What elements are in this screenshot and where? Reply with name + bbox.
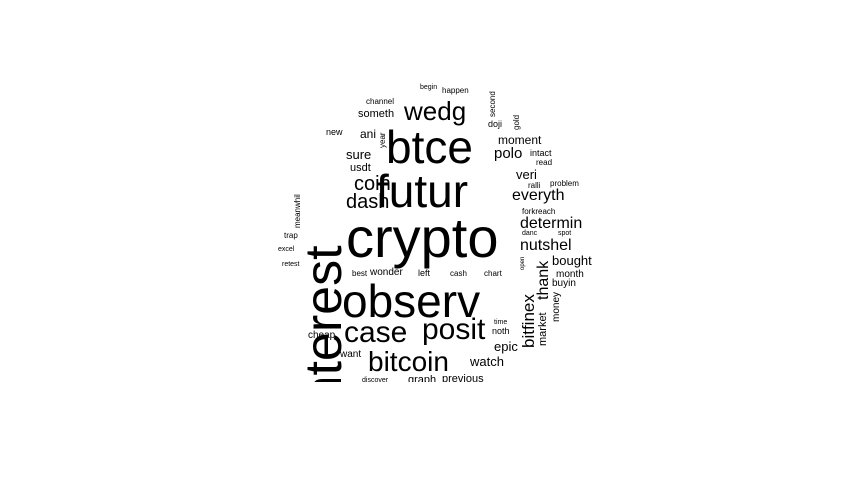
cloud-word: buyin <box>552 278 576 289</box>
cloud-word: someth <box>358 108 395 120</box>
cloud-word: crypto <box>346 206 499 269</box>
cloud-word: want <box>340 349 362 360</box>
cloud-word: previous <box>442 373 484 383</box>
cloud-word: btce <box>386 121 473 173</box>
cloud-word: second <box>488 91 497 117</box>
cloud-word: usdt <box>350 162 371 174</box>
cloud-word: chart <box>484 269 502 278</box>
cloud-word: cash <box>450 269 467 278</box>
cloud-word: dash <box>346 191 390 213</box>
cloud-word: time <box>494 319 508 326</box>
cloud-word: watch <box>470 354 504 369</box>
cloud-word: spot <box>558 230 572 237</box>
cloud-word: money <box>551 291 562 322</box>
cloud-word: trap <box>284 231 298 240</box>
cloud-word: noth <box>492 326 510 336</box>
cloud-word: graph <box>408 374 437 383</box>
cloud-word: channel <box>366 97 395 106</box>
cloud-word: new <box>326 127 343 137</box>
cloud-word: coin <box>354 173 391 195</box>
cloud-word: determin <box>520 215 583 232</box>
cloud-word: veri <box>516 167 537 182</box>
cloud-word: ani <box>360 127 377 141</box>
cloud-word: sure <box>346 147 372 162</box>
cloud-word: forkreach <box>522 207 556 216</box>
cloud-word: nutshel <box>520 237 572 254</box>
cloud-word: gold <box>512 114 521 130</box>
cloud-word: left <box>418 268 431 278</box>
cloud-word: doji <box>488 119 503 129</box>
cloud-word: happen <box>442 86 469 95</box>
cloud-word: everyth <box>512 187 565 204</box>
cloud-word: problem <box>550 179 579 188</box>
cloud-word: epic <box>494 339 518 354</box>
cloud-word: market <box>537 312 549 346</box>
cloud-word: open <box>520 256 526 270</box>
cloud-word: wonder <box>370 267 403 278</box>
cloud-word: begin <box>420 84 438 91</box>
cloud-word: bitfinex <box>519 294 538 348</box>
cloud-word: cheap <box>308 330 336 341</box>
cloud-word: case <box>344 316 408 349</box>
cloud-word: intact <box>530 148 552 158</box>
cloud-word: thank <box>535 260 552 300</box>
cloud-word: year <box>378 132 387 148</box>
cloud-word: posit <box>422 313 486 346</box>
cloud-word: discover <box>362 377 389 382</box>
cloud-word: bought <box>552 253 592 268</box>
cloud-word: futur <box>376 165 469 217</box>
cloud-word: month <box>556 269 584 280</box>
cloud-word: read <box>536 158 553 167</box>
word-cloud-area: crypto interest futur observ btce posit … <box>270 80 610 382</box>
cloud-word: danc <box>522 230 538 237</box>
cloud-word: bitcoin <box>368 346 449 377</box>
cloud-word: observ <box>342 275 481 327</box>
cloud-word: ralli <box>528 181 541 190</box>
cloud-word: excel <box>278 246 295 253</box>
cloud-word: moment <box>498 133 542 147</box>
cloud-word: meanwhil <box>293 194 302 228</box>
cloud-word: polo <box>494 145 523 162</box>
cloud-word: best <box>352 269 368 278</box>
cloud-word: retest <box>282 261 300 268</box>
cloud-word: wedg <box>404 96 467 126</box>
